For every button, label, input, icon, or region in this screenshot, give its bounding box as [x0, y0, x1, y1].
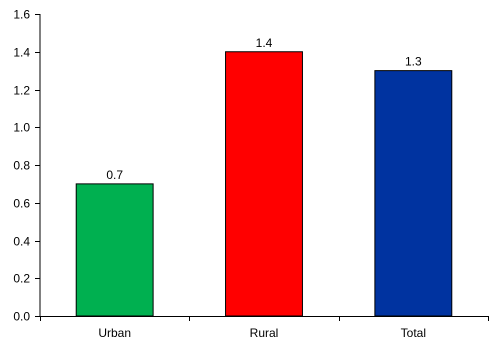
data-label-urban: 0.7 [106, 168, 123, 182]
data-label-rural: 1.4 [256, 36, 273, 50]
y-tick-label: 0.4 [13, 235, 30, 249]
bars [75, 51, 453, 317]
y-tick-label: 0.0 [13, 310, 30, 324]
y-tick-label: 0.6 [13, 197, 30, 211]
y-tick-label: 1.6 [13, 8, 30, 22]
y-tick-label: 0.2 [13, 272, 30, 286]
bar-rural [225, 51, 303, 317]
data-label-total: 1.3 [405, 55, 422, 69]
y-axis: 0.0 0.2 0.4 0.6 0.8 1.0 1.2 1.4 1.6 [13, 8, 41, 324]
y-tick-label: 0.8 [13, 159, 30, 173]
y-tick-label: 1.2 [13, 84, 30, 98]
x-category-label: Urban [98, 326, 131, 340]
x-axis: Urban Rural Total [40, 316, 489, 340]
data-labels: 0.7 1.4 1.3 [106, 36, 422, 182]
y-tick-label: 1.4 [13, 46, 30, 60]
bar-total [374, 70, 453, 317]
x-category-label: Total [401, 326, 426, 340]
x-category-label: Rural [250, 326, 279, 340]
bar-urban [75, 183, 154, 317]
y-tick-label: 1.0 [13, 121, 30, 135]
